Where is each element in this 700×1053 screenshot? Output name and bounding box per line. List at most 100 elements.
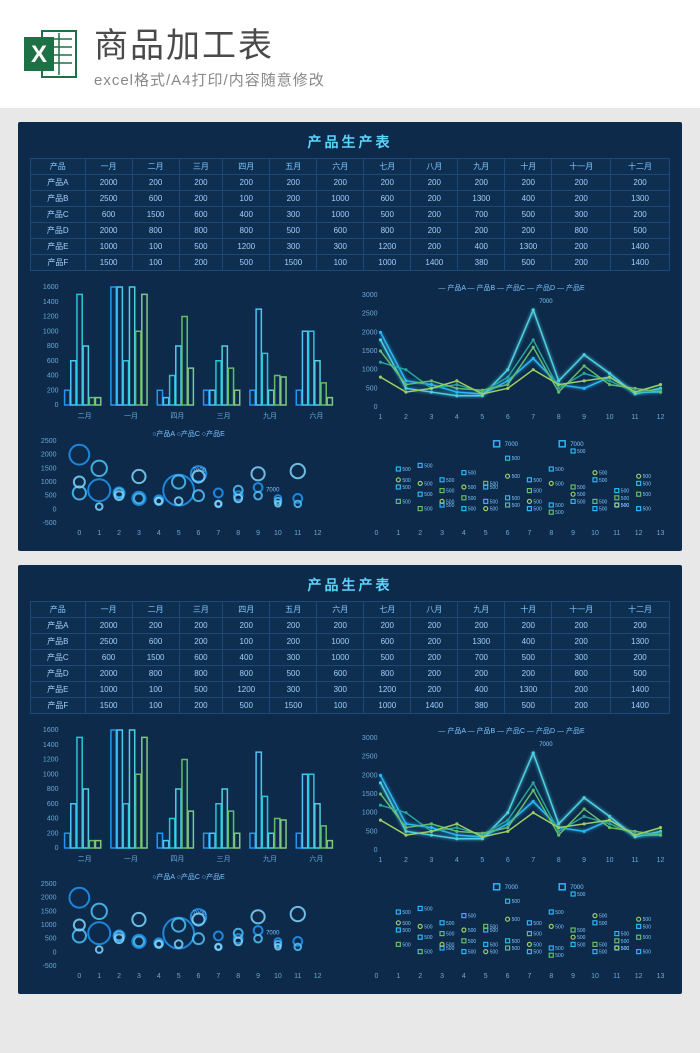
- svg-text:9: 9: [582, 857, 586, 864]
- table-row: 产品B2500600200100200100060020013004002001…: [31, 191, 670, 207]
- svg-text:500: 500: [555, 481, 564, 487]
- th-month: 一月: [85, 159, 132, 175]
- table-row: 产品D2000800800800500600800200200200800500: [31, 223, 670, 239]
- cell: 500: [179, 239, 223, 255]
- cell: 100: [132, 239, 179, 255]
- svg-text:10: 10: [274, 973, 282, 980]
- cell: 100: [317, 698, 364, 714]
- cell: 200: [179, 175, 223, 191]
- cell: 200: [611, 650, 670, 666]
- bubble-legend: ○产品A ○产品C ○产品E: [152, 872, 225, 882]
- svg-text:1400: 1400: [43, 299, 59, 306]
- svg-text:7000: 7000: [266, 930, 280, 936]
- svg-text:500: 500: [533, 489, 542, 495]
- row-label: 产品A: [31, 175, 86, 191]
- cell: 200: [552, 239, 611, 255]
- cell: 200: [411, 634, 458, 650]
- cell: 2000: [85, 666, 132, 682]
- cell: 200: [179, 255, 223, 271]
- svg-text:X: X: [31, 41, 47, 68]
- svg-text:500: 500: [446, 489, 455, 495]
- cell: 1000: [317, 650, 364, 666]
- cell: 800: [132, 666, 179, 682]
- svg-text:500: 500: [599, 499, 608, 505]
- svg-text:11: 11: [613, 530, 620, 537]
- svg-text:7: 7: [531, 414, 535, 421]
- svg-text:500: 500: [643, 492, 652, 498]
- line-chart: — 产品A — 产品B — 产品C — 产品D — 产品E05001000150…: [353, 724, 670, 864]
- svg-text:500: 500: [555, 467, 564, 473]
- cell: 500: [364, 207, 411, 223]
- svg-text:500: 500: [446, 942, 455, 948]
- svg-text:7000: 7000: [570, 442, 584, 448]
- svg-text:500: 500: [512, 899, 521, 905]
- row-label: 产品F: [31, 255, 86, 271]
- production-table: 产品一月二月三月四月五月六月七月八月九月十月十一月十二月产品A200020020…: [30, 601, 670, 714]
- cell: 200: [179, 634, 223, 650]
- cell: 200: [223, 618, 270, 634]
- cell: 1500: [270, 255, 317, 271]
- th-month: 十一月: [552, 602, 611, 618]
- svg-text:7: 7: [216, 973, 220, 980]
- svg-text:12: 12: [635, 530, 643, 537]
- svg-text:500: 500: [555, 510, 564, 516]
- cell: 200: [552, 634, 611, 650]
- cell: 200: [317, 618, 364, 634]
- svg-text:500: 500: [402, 921, 411, 927]
- svg-text:5: 5: [177, 530, 181, 537]
- cell: 800: [132, 223, 179, 239]
- th-month: 三月: [179, 159, 223, 175]
- th-month: 七月: [364, 602, 411, 618]
- svg-text:5: 5: [484, 973, 488, 980]
- svg-text:500: 500: [577, 935, 586, 941]
- cell: 200: [411, 239, 458, 255]
- cell: 400: [458, 239, 505, 255]
- svg-text:500: 500: [468, 485, 477, 491]
- cell: 200: [458, 618, 505, 634]
- panel-title: 产品生产表: [30, 575, 670, 595]
- svg-text:0: 0: [374, 404, 378, 411]
- cell: 200: [132, 175, 179, 191]
- svg-text:一月: 一月: [124, 855, 138, 863]
- svg-text:3000: 3000: [362, 292, 378, 299]
- svg-text:5: 5: [480, 414, 484, 421]
- svg-text:9: 9: [256, 530, 260, 537]
- th-month: 八月: [411, 159, 458, 175]
- svg-text:500: 500: [599, 478, 608, 484]
- svg-text:12: 12: [657, 414, 665, 421]
- cell: 600: [132, 634, 179, 650]
- svg-text:500: 500: [424, 481, 433, 487]
- table-row: 产品D2000800800800500600800200200200800500: [31, 666, 670, 682]
- svg-text:500: 500: [468, 928, 477, 934]
- svg-text:200: 200: [47, 387, 59, 394]
- svg-text:500: 500: [402, 942, 411, 948]
- svg-text:三月: 三月: [217, 855, 231, 863]
- svg-text:1600: 1600: [43, 727, 59, 734]
- scatter-chart: 5005005005005005005005005005005005005005…: [353, 427, 670, 537]
- svg-text:1500: 1500: [362, 791, 378, 798]
- svg-text:500: 500: [643, 950, 652, 956]
- cell: 300: [552, 650, 611, 666]
- svg-text:500: 500: [643, 924, 652, 930]
- cell: 200: [611, 618, 670, 634]
- svg-text:2000: 2000: [41, 895, 57, 902]
- cell: 600: [179, 650, 223, 666]
- cell: 800: [223, 223, 270, 239]
- cell: 200: [611, 175, 670, 191]
- cell: 400: [223, 207, 270, 223]
- svg-text:500: 500: [555, 953, 564, 959]
- svg-text:6: 6: [506, 857, 510, 864]
- cell: 1400: [411, 255, 458, 271]
- cell: 600: [364, 634, 411, 650]
- svg-text:3: 3: [440, 973, 444, 980]
- svg-text:500: 500: [424, 935, 433, 941]
- cell: 300: [317, 239, 364, 255]
- svg-text:500: 500: [512, 917, 521, 923]
- svg-text:500: 500: [512, 474, 521, 480]
- svg-text:6: 6: [506, 973, 510, 980]
- cell: 200: [270, 191, 317, 207]
- svg-text:2500: 2500: [362, 754, 378, 761]
- svg-text:8: 8: [236, 973, 240, 980]
- svg-text:六月: 六月: [309, 411, 323, 420]
- svg-text:500: 500: [555, 924, 564, 930]
